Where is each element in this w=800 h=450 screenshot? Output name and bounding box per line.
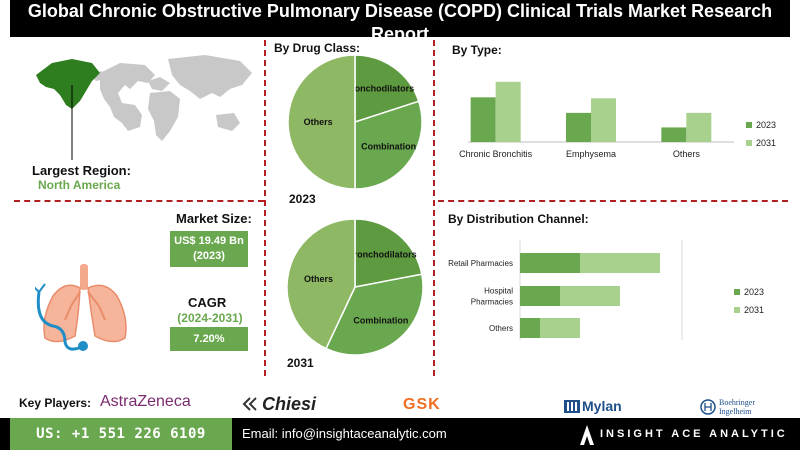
pie-label-bronchodilators: Bronchodilators bbox=[345, 83, 415, 93]
pie-slice-others bbox=[287, 54, 356, 190]
pie-chart-2031: Bronchodilators Combination Others bbox=[286, 218, 424, 356]
legend-swatch-2023 bbox=[746, 122, 752, 128]
drug-class-title: By Drug Class: bbox=[274, 41, 361, 55]
north-america-highlight bbox=[36, 59, 100, 109]
key-players-row: Key Players: AstraZeneca Chiesi GSK Myla… bbox=[0, 385, 800, 417]
y-tick-label-hospital-pharmacies-0: Hospital bbox=[484, 287, 513, 296]
cagr-label: CAGR bbox=[188, 295, 227, 310]
cagr-value: 7.20% bbox=[170, 327, 248, 351]
bar-chronic-bronchitis-2031 bbox=[495, 81, 521, 142]
horizontal-divider-right bbox=[438, 200, 788, 202]
legend-label-2023: 2023 bbox=[744, 287, 764, 297]
legend-swatch-2031 bbox=[746, 140, 752, 146]
pie-label-bronchodilators: Bronchodilators bbox=[347, 250, 417, 260]
pie-label-others: Others bbox=[304, 274, 333, 284]
pie-label-combination: Combination bbox=[361, 141, 416, 151]
distribution-bar-chart: Retail Pharmacies Hospital Pharmacies Other… bbox=[448, 240, 764, 340]
pie-slice-combination bbox=[354, 100, 423, 190]
cagr-period: (2024-2031) bbox=[177, 311, 243, 325]
bar-emphysema-2023 bbox=[566, 112, 591, 142]
bar-retail-pharmacies-2023 bbox=[520, 253, 580, 273]
pie-slice-bronchodilators bbox=[354, 54, 420, 124]
title-bar: Global Chronic Obstructive Pulmonary Dis… bbox=[10, 0, 790, 37]
bar-chronic-bronchitis-2023 bbox=[470, 97, 496, 142]
pie-slice-bronchodilators bbox=[354, 218, 423, 288]
page-title: Global Chronic Obstructive Pulmonary Dis… bbox=[27, 1, 773, 37]
bar-emphysema-2031 bbox=[591, 98, 616, 142]
pie-label-others: Others bbox=[304, 117, 333, 127]
horizontal-divider-left bbox=[14, 200, 264, 202]
bar-others-2023 bbox=[661, 127, 687, 142]
largest-region-label: Largest Region: bbox=[32, 163, 131, 178]
legend-label-2031: 2031 bbox=[756, 138, 776, 148]
world-map-icon bbox=[36, 55, 252, 160]
legend-label-2031: 2031 bbox=[744, 305, 764, 315]
vertical-divider-left bbox=[264, 40, 266, 376]
by-type-bar-chart: Chronic Bronchitis Emphysema Others 2023 203… bbox=[459, 81, 776, 159]
market-size-label: Market Size: bbox=[176, 211, 252, 226]
boehringer-logo: Boehringer Ingelheim bbox=[719, 398, 755, 416]
pie-slice-combination bbox=[325, 273, 424, 356]
y-tick-label-hospital-pharmacies-1: Pharmacies bbox=[471, 298, 513, 307]
legend-swatch-2031 bbox=[734, 307, 740, 313]
x-tick-label-others: Others bbox=[673, 149, 701, 159]
bar-others-2031 bbox=[540, 318, 580, 338]
x-tick-label-chronic-bronchitis: Chronic Bronchitis bbox=[459, 149, 533, 159]
email-address[interactable]: Email: info@insightaceanalytic.com bbox=[242, 426, 447, 441]
by-type-title: By Type: bbox=[452, 43, 502, 57]
bar-others-2031 bbox=[686, 112, 712, 142]
vertical-divider-right bbox=[433, 40, 435, 376]
boehringer-logo-icon bbox=[700, 399, 716, 415]
brand-name: INSIGHT ACE ANALYTIC bbox=[600, 428, 788, 440]
mylan-logo: Mylan bbox=[582, 398, 622, 414]
bar-hospital-pharmacies-2023 bbox=[520, 286, 560, 306]
pie-2031-caption: 2031 bbox=[287, 356, 314, 370]
pie-chart-2023: Bronchodilators Combination Others bbox=[287, 54, 423, 190]
bar-hospital-pharmacies-2031 bbox=[560, 286, 620, 306]
bar-others-2023 bbox=[520, 318, 540, 338]
boehringer-logo-line-1: Boehringer bbox=[719, 398, 755, 407]
bar-retail-pharmacies-2031 bbox=[580, 253, 660, 273]
y-tick-label-others: Others bbox=[489, 324, 513, 333]
boehringer-logo-line-2: Ingelheim bbox=[719, 407, 752, 416]
astrazeneca-logo: AstraZeneca bbox=[100, 393, 191, 410]
key-players-label: Key Players: bbox=[19, 396, 92, 410]
chiesi-logo-icon bbox=[242, 397, 257, 411]
distribution-title: By Distribution Channel: bbox=[448, 212, 589, 226]
x-tick-label-emphysema: Emphysema bbox=[566, 149, 616, 159]
market-size-box: US$ 19.49 Bn (2023) bbox=[170, 231, 248, 267]
chiesi-logo: Chiesi bbox=[262, 394, 317, 414]
legend-swatch-2023 bbox=[734, 289, 740, 295]
market-size-year: (2023) bbox=[193, 250, 225, 262]
phone-number[interactable]: US: +1 551 226 6109 bbox=[10, 418, 232, 450]
insight-ace-logo-icon bbox=[580, 425, 594, 445]
largest-region-value: North America bbox=[38, 178, 121, 192]
pie-2023-caption: 2023 bbox=[289, 192, 316, 206]
lungs-stethoscope-icon bbox=[35, 264, 127, 351]
market-size-value: US$ 19.49 Bn bbox=[174, 235, 244, 247]
mylan-logo-icon bbox=[564, 400, 580, 413]
legend-label-2023: 2023 bbox=[756, 120, 776, 130]
pie-slice-others bbox=[286, 218, 356, 350]
gsk-logo: GSK bbox=[403, 396, 441, 413]
y-tick-label-retail-pharmacies: Retail Pharmacies bbox=[448, 259, 513, 268]
pie-label-combination: Combination bbox=[353, 315, 408, 325]
